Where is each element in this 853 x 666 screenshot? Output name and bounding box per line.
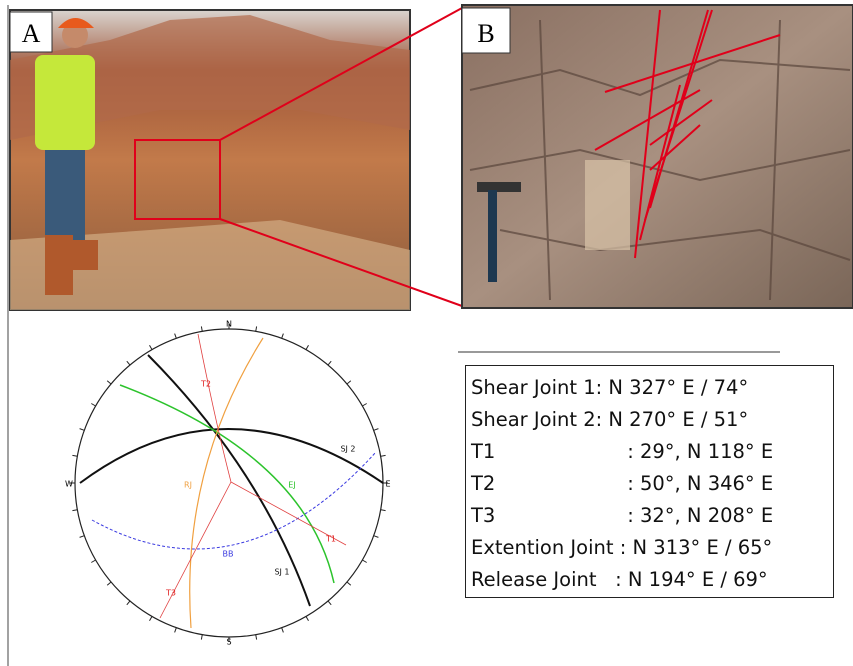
joint-value: : 50°, N 346° E	[627, 472, 773, 495]
joint-value: N 313° E / 65°	[633, 536, 773, 559]
table-row: Release Joint : N 194° E / 69°	[471, 564, 833, 596]
tick	[91, 560, 95, 563]
joint-value: N 270° E / 51°	[608, 408, 748, 431]
photo-b	[462, 5, 853, 308]
net-label: EJ	[288, 481, 295, 490]
tick	[328, 601, 331, 605]
net-label: RJ	[184, 481, 192, 490]
joint-name: T1	[471, 436, 621, 468]
page: A B N S E W T2 RJ EJ SJ 2 SJ 1 T1 T3	[0, 0, 853, 666]
joint-value: N 327° E / 74°	[608, 376, 748, 399]
primitive-circle	[75, 329, 383, 637]
stereonet: N S E W T2 RJ EJ SJ 2 SJ 1 T1 T3 BB	[65, 320, 390, 647]
tick	[80, 429, 85, 431]
direction: E	[385, 480, 390, 489]
joint-name: T2	[471, 468, 621, 500]
tick	[347, 582, 351, 585]
direction: N	[226, 320, 232, 329]
joint-value: : 32°, N 208° E	[627, 504, 773, 527]
tick	[256, 326, 257, 331]
net-label: BB	[223, 550, 234, 559]
panel-label: B	[477, 19, 494, 48]
table-row: T1 : 29°, N 118° E	[471, 436, 833, 468]
joint-name: Extention Joint :	[471, 532, 626, 564]
tick	[347, 381, 351, 384]
tick	[381, 510, 386, 511]
net-label: SJ 1	[274, 568, 289, 577]
tick	[282, 334, 284, 339]
joint-value: N 194° E / 69°	[628, 568, 768, 591]
tick	[150, 345, 153, 349]
tick	[175, 334, 177, 339]
joint-value: : 29°, N 118° E	[627, 440, 773, 463]
tension-lines	[160, 334, 346, 618]
direction: S	[226, 638, 231, 647]
tick	[80, 536, 85, 538]
net-label: T1	[325, 535, 336, 544]
joint-name: Shear Joint 2:	[471, 404, 602, 436]
tick	[107, 582, 111, 585]
direction: W	[65, 480, 73, 489]
table-row: T2 : 50°, N 346° E	[471, 468, 833, 500]
panel-label: A	[22, 19, 41, 48]
tick	[107, 381, 111, 384]
table-row: Extention Joint : N 313° E / 65°	[471, 532, 833, 564]
tick	[282, 628, 284, 633]
tick	[72, 510, 77, 511]
joints-table: Shear Joint 1: N 327° E / 74°Shear Joint…	[465, 365, 834, 598]
table-row: T3 : 32°, N 208° E	[471, 500, 833, 532]
net-label: T3	[165, 589, 176, 598]
tick	[306, 616, 309, 620]
tick	[374, 536, 379, 538]
tick	[175, 628, 177, 633]
net-label: T2	[200, 380, 211, 389]
net-label: SJ 2	[340, 445, 355, 454]
table-row: Shear Joint 1: N 327° E / 74°	[471, 372, 833, 404]
rock-block	[585, 160, 630, 250]
tick	[201, 635, 202, 640]
table-row: Shear Joint 2: N 270° E / 51°	[471, 404, 833, 436]
tick	[72, 455, 77, 456]
tick	[362, 404, 366, 407]
tick	[374, 429, 379, 431]
joint-name: Release Joint :	[471, 564, 622, 596]
tick	[150, 616, 153, 620]
tick	[201, 326, 202, 331]
tick	[256, 635, 257, 640]
tick	[362, 560, 366, 563]
tick	[328, 361, 331, 365]
tick	[127, 601, 130, 605]
tick	[381, 455, 386, 456]
tick	[91, 404, 95, 407]
joint-name: Shear Joint 1:	[471, 372, 602, 404]
tick	[306, 345, 309, 349]
joint-name: T3	[471, 500, 621, 532]
tick	[127, 361, 130, 365]
